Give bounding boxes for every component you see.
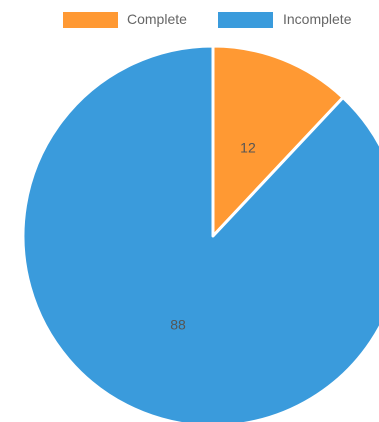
- data-label-incomplete: 88: [170, 316, 186, 332]
- data-label-complete: 12: [240, 140, 256, 156]
- pie-data-labels: 12 88: [170, 140, 256, 333]
- legend-item-incomplete[interactable]: Incomplete: [218, 11, 352, 28]
- legend-label-incomplete: Incomplete: [283, 11, 352, 27]
- pie-slice-incomplete[interactable]: [21, 44, 379, 422]
- legend-swatch-complete: [63, 12, 118, 28]
- legend-item-complete[interactable]: Complete: [63, 11, 187, 28]
- pie-slice-complete[interactable]: [211, 44, 345, 238]
- pie-slices: [21, 44, 379, 422]
- legend-label-complete: Complete: [127, 11, 187, 27]
- legend-swatch-incomplete: [218, 12, 273, 28]
- chart-legend: Complete Incomplete: [63, 11, 352, 28]
